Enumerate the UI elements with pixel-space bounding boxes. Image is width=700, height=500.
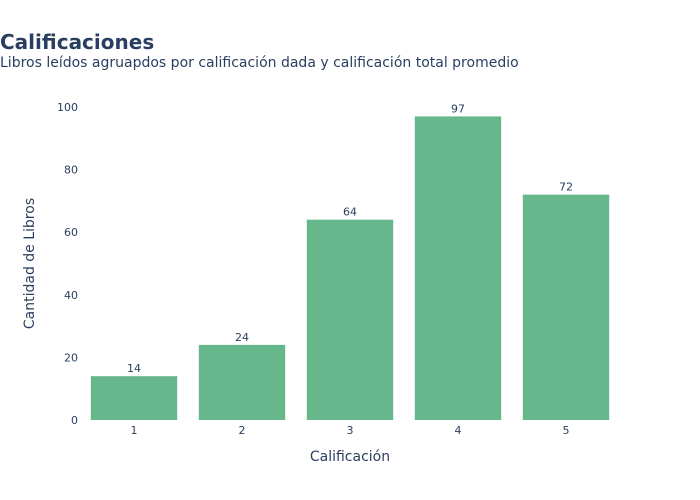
x-tick-label: 3 xyxy=(347,424,354,437)
y-axis-title: Cantidad de Libros xyxy=(22,198,38,329)
y-tick-label: 80 xyxy=(64,164,78,177)
bar xyxy=(306,219,394,420)
bars xyxy=(90,116,610,420)
chart-title: Calificaciones xyxy=(0,30,155,54)
y-tick-label: 0 xyxy=(71,414,78,427)
bar-value-label: 14 xyxy=(127,362,141,375)
x-tick-label: 5 xyxy=(563,424,570,437)
y-axis-ticks: 0 20 40 60 80 100 xyxy=(57,101,78,427)
x-axis-title: Calificación xyxy=(310,449,390,465)
bar xyxy=(198,344,286,420)
bar-value-label: 24 xyxy=(235,331,249,344)
data-labels: 14 24 64 97 72 xyxy=(127,102,573,375)
x-tick-label: 1 xyxy=(131,424,138,437)
y-tick-label: 40 xyxy=(64,289,78,302)
bar-value-label: 64 xyxy=(343,206,357,219)
x-axis-ticks: 1 2 3 4 5 xyxy=(131,424,570,437)
y-tick-label: 100 xyxy=(57,101,78,114)
bar xyxy=(414,116,502,420)
bar xyxy=(522,194,610,420)
x-tick-label: 2 xyxy=(239,424,246,437)
y-tick-label: 20 xyxy=(64,351,78,364)
y-tick-label: 60 xyxy=(64,226,78,239)
bar-value-label: 97 xyxy=(451,102,465,115)
x-tick-label: 4 xyxy=(455,424,462,437)
bar xyxy=(90,376,178,420)
chart-subtitle: Libros leídos agruapdos por calificación… xyxy=(0,55,519,71)
bar-value-label: 72 xyxy=(559,181,573,194)
